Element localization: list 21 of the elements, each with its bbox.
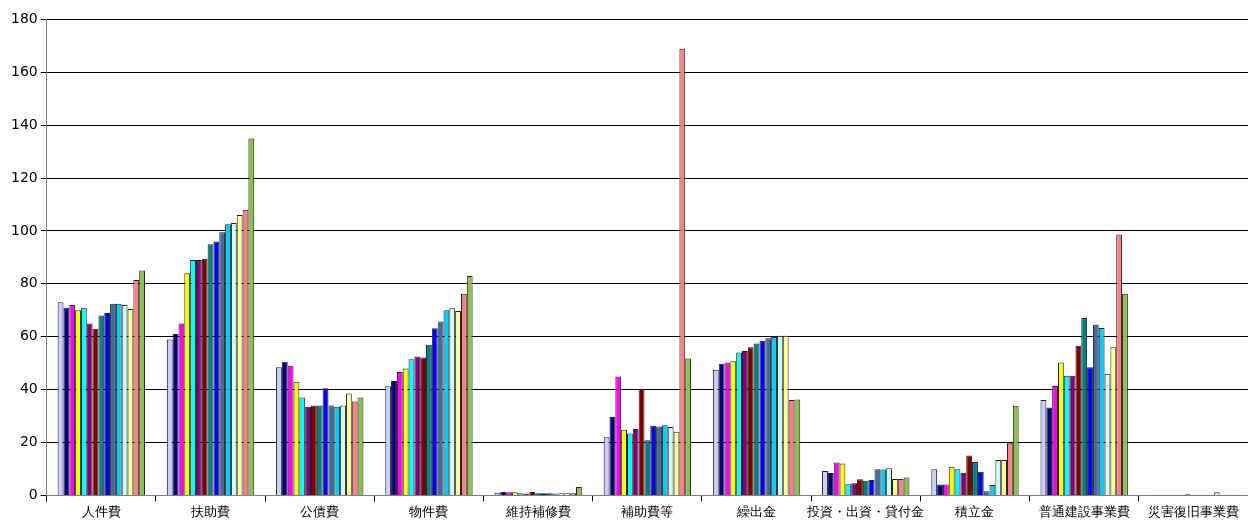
y-tick-label: 60 xyxy=(19,327,38,344)
x-tick-label: 人件費 xyxy=(81,503,121,519)
x-tick-label: 積立金 xyxy=(955,503,995,519)
x-tick-label: 投資・出資・貸付金 xyxy=(806,503,925,519)
y-tick-label: 140 xyxy=(10,115,38,132)
y-tick-label: 180 xyxy=(10,10,38,27)
x-tick-label: 扶助費 xyxy=(190,503,231,519)
x-tick-label: 公債費 xyxy=(300,503,340,519)
x-tick-label: 災害復旧事業費 xyxy=(1147,503,1239,519)
y-tick-label: 100 xyxy=(10,221,38,238)
x-tick-label: 物件費 xyxy=(409,503,449,519)
x-tick-label: 普通建設事業費 xyxy=(1038,503,1130,519)
y-tick-label: 80 xyxy=(19,274,38,291)
x-tick-label: 補助費等 xyxy=(621,503,674,519)
y-tick-label: 20 xyxy=(19,433,38,450)
y-tick-label: 0 xyxy=(28,486,38,503)
y-tick-label: 120 xyxy=(10,168,38,185)
y-tick-label: 40 xyxy=(19,380,38,397)
x-tick-label: 繰出金 xyxy=(736,503,777,519)
y-tick-label: 160 xyxy=(10,62,38,79)
x-tick-label: 維持補修費 xyxy=(504,503,571,519)
